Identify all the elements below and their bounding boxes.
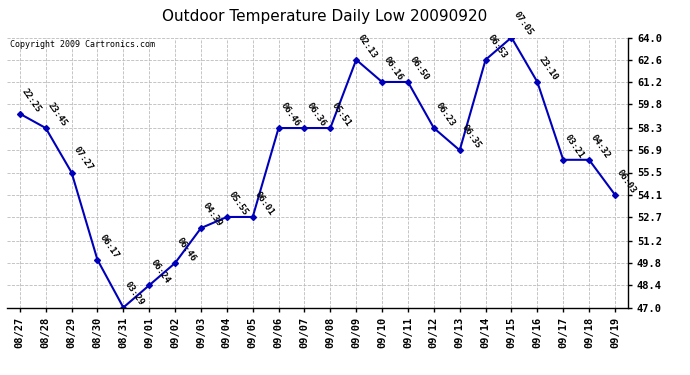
Text: 06:03: 06:03 bbox=[615, 168, 638, 195]
Text: 23:45: 23:45 bbox=[46, 101, 68, 128]
Text: 03:21: 03:21 bbox=[563, 133, 586, 160]
Text: 23:10: 23:10 bbox=[538, 55, 560, 82]
Text: 06:36: 06:36 bbox=[304, 101, 327, 128]
Text: 06:16: 06:16 bbox=[382, 55, 405, 82]
Text: 07:05: 07:05 bbox=[511, 10, 534, 38]
Text: 03:29: 03:29 bbox=[124, 280, 146, 308]
Text: Copyright 2009 Cartronics.com: Copyright 2009 Cartronics.com bbox=[10, 40, 155, 49]
Text: 06:53: 06:53 bbox=[486, 33, 509, 60]
Text: 05:55: 05:55 bbox=[227, 190, 250, 217]
Text: 02:13: 02:13 bbox=[356, 33, 379, 60]
Text: 22:25: 22:25 bbox=[20, 87, 43, 114]
Text: 06:35: 06:35 bbox=[460, 123, 482, 150]
Text: 04:39: 04:39 bbox=[201, 201, 224, 228]
Text: 06:50: 06:50 bbox=[408, 55, 431, 82]
Text: Outdoor Temperature Daily Low 20090920: Outdoor Temperature Daily Low 20090920 bbox=[161, 9, 487, 24]
Text: 04:32: 04:32 bbox=[589, 133, 612, 160]
Text: 06:01: 06:01 bbox=[253, 190, 275, 217]
Text: 06:46: 06:46 bbox=[279, 101, 302, 128]
Text: 06:23: 06:23 bbox=[434, 101, 457, 128]
Text: 05:51: 05:51 bbox=[331, 101, 353, 128]
Text: 06:24: 06:24 bbox=[149, 258, 172, 285]
Text: 06:17: 06:17 bbox=[97, 232, 120, 260]
Text: 07:27: 07:27 bbox=[72, 146, 95, 172]
Text: 06:46: 06:46 bbox=[175, 236, 198, 263]
